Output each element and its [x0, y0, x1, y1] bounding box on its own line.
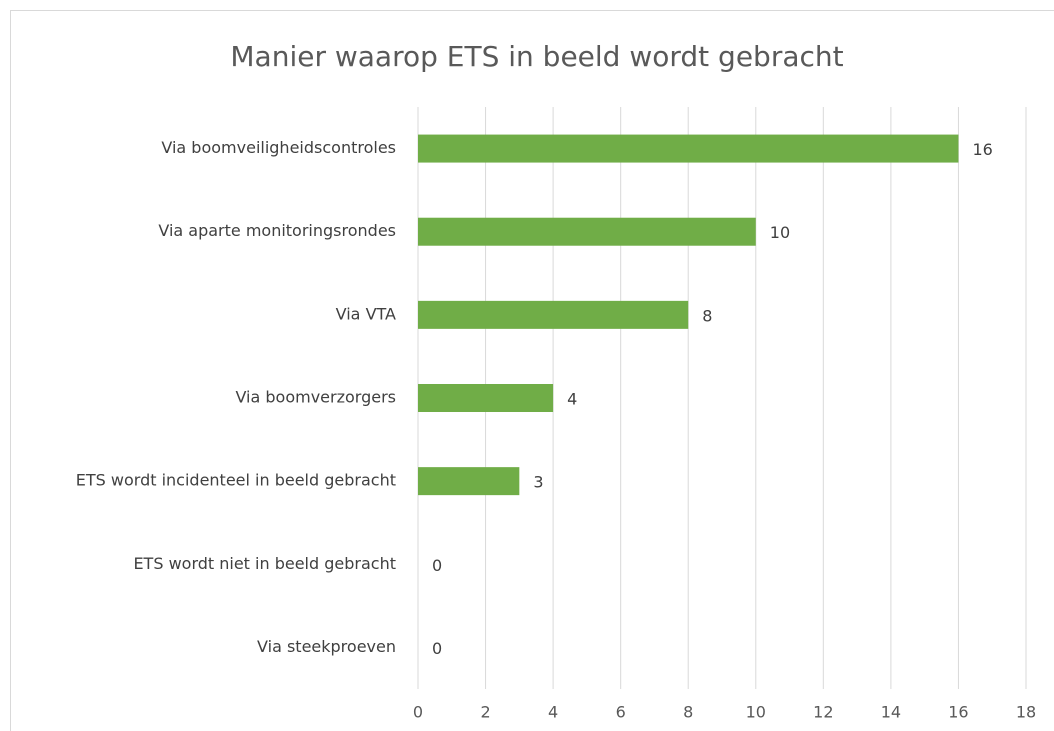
bar — [418, 217, 756, 246]
y-tick-label: Via boomverzorgers — [235, 388, 396, 407]
x-tick-label: 16 — [948, 703, 968, 722]
bar — [418, 134, 959, 163]
data-label: 8 — [702, 306, 712, 325]
data-label: 3 — [533, 473, 543, 492]
y-tick-label: ETS wordt niet in beeld gebracht — [133, 554, 396, 573]
x-tick-label: 18 — [1016, 703, 1036, 722]
bar — [418, 384, 554, 412]
x-tick-label: 8 — [683, 703, 693, 722]
data-label: 10 — [770, 223, 790, 242]
bar — [418, 300, 689, 329]
data-label: 4 — [567, 390, 577, 409]
x-tick-label: 0 — [413, 703, 423, 722]
data-label: 16 — [972, 140, 992, 159]
y-tick-label: Via aparte monitoringsrondes — [158, 221, 396, 240]
chart-title: Manier waarop ETS in beeld wordt gebrach… — [230, 40, 843, 73]
x-tick-label: 14 — [881, 703, 901, 722]
y-tick-label: Via boomveiligheidscontroles — [161, 138, 396, 157]
x-tick-label: 12 — [813, 703, 833, 722]
data-label: 0 — [432, 639, 442, 658]
x-tick-label: 2 — [480, 703, 490, 722]
bar — [418, 467, 520, 496]
y-tick-label: ETS wordt incidenteel in beeld gebracht — [76, 471, 396, 490]
chart-frame — [10, 10, 1054, 731]
x-tick-label: 4 — [548, 703, 558, 722]
y-tick-label: Via VTA — [336, 304, 396, 323]
x-tick-label: 10 — [746, 703, 766, 722]
data-label: 0 — [432, 556, 442, 575]
y-tick-label: Via steekproeven — [257, 637, 396, 656]
x-tick-label: 6 — [616, 703, 626, 722]
